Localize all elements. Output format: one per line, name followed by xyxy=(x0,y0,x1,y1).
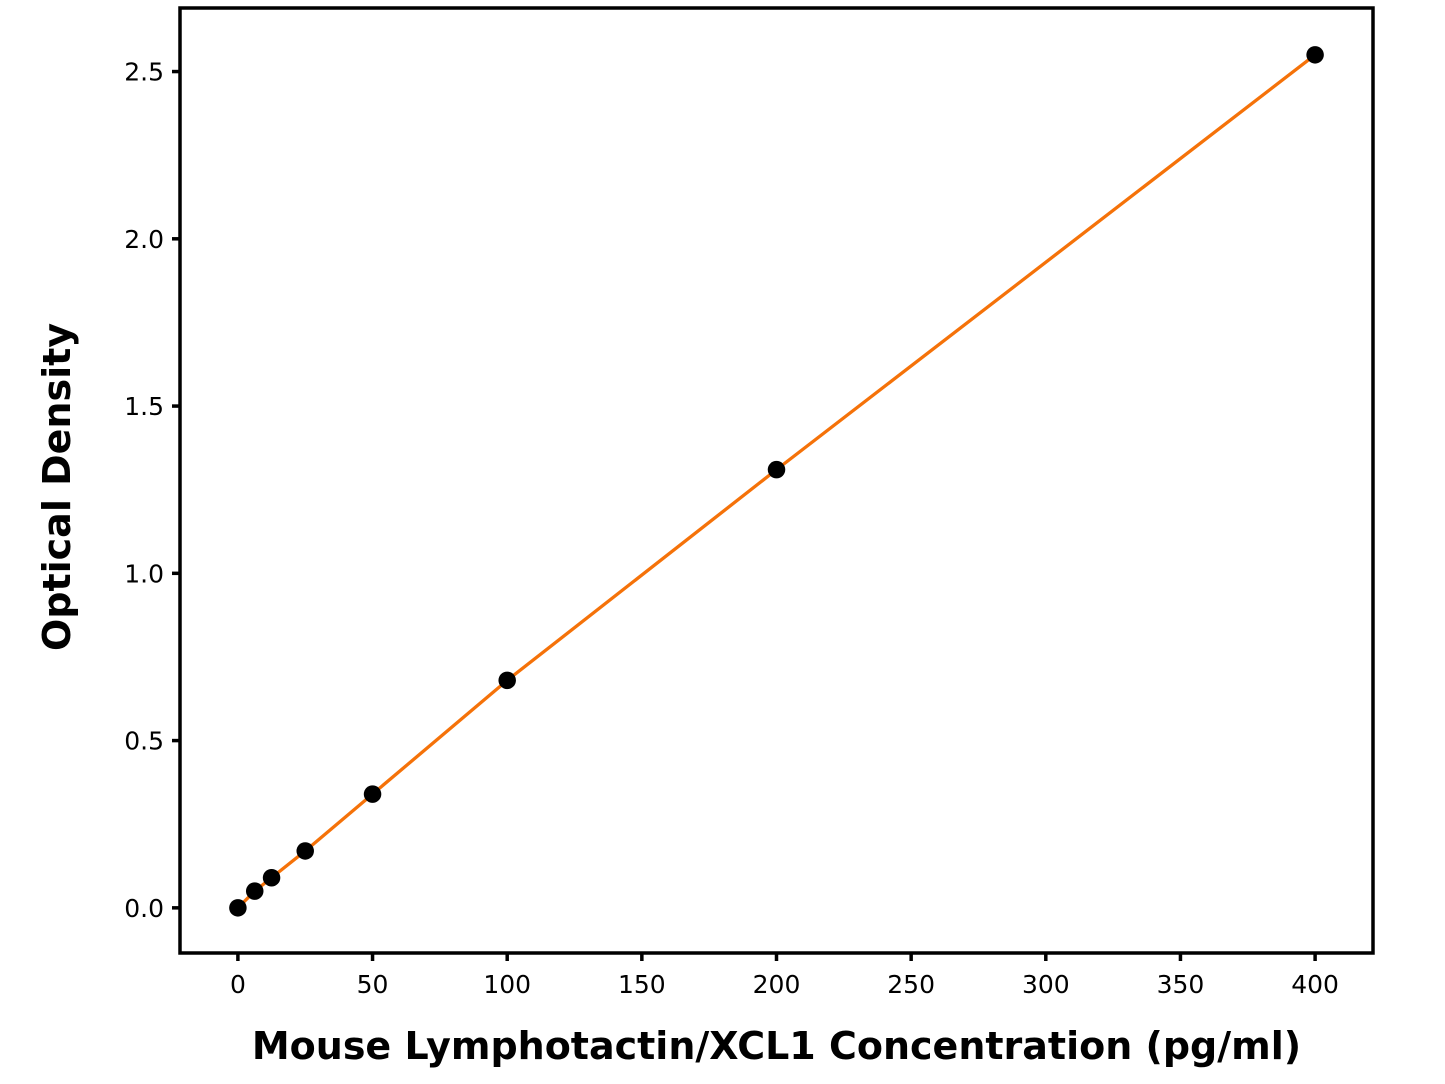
y-tick-label: 1.0 xyxy=(124,559,164,588)
x-tick-label: 100 xyxy=(483,970,531,999)
y-tick-label: 2.0 xyxy=(124,225,164,254)
data-point-marker xyxy=(363,785,382,803)
x-tick-label: 350 xyxy=(1157,970,1205,999)
x-tick-label: 400 xyxy=(1291,970,1339,999)
data-point-marker xyxy=(245,882,264,900)
data-point-marker xyxy=(767,460,786,479)
x-axis-label: Mouse Lymphotactin/XCL1 Concentration (p… xyxy=(251,1024,1302,1068)
standard-curve-line xyxy=(236,53,1317,910)
data-point-marker xyxy=(262,868,281,887)
data-point-marker xyxy=(1306,46,1324,64)
plot-frame xyxy=(178,6,1375,955)
y-tick-label: 1.5 xyxy=(124,392,164,421)
y-axis-label: Optical Density xyxy=(35,322,79,652)
data-point-marker xyxy=(229,899,247,917)
y-tick-label: 0.5 xyxy=(124,727,164,756)
data-point-marker xyxy=(296,842,314,860)
x-tick-label: 300 xyxy=(1022,970,1070,999)
x-tick-label: 50 xyxy=(357,970,389,999)
data-point-marker xyxy=(498,671,516,690)
x-tick-label: 150 xyxy=(618,970,666,999)
x-tick-label: 200 xyxy=(753,970,801,999)
x-tick-label: 250 xyxy=(887,970,935,999)
y-tick-label: 0.0 xyxy=(124,894,164,923)
y-tick-label: 2.5 xyxy=(124,58,164,87)
x-tick-label: 0 xyxy=(230,970,246,999)
